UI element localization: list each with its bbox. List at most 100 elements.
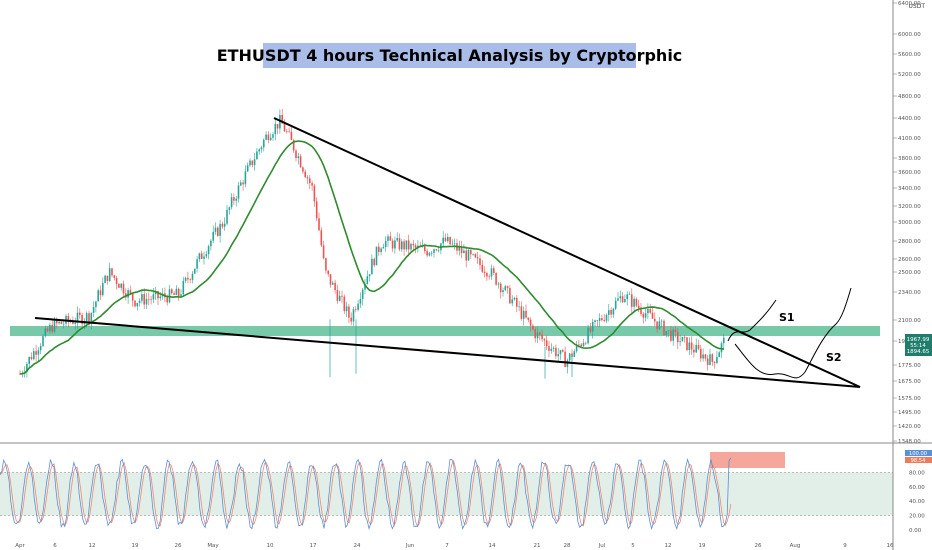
candle-body	[315, 201, 318, 219]
candle-body	[205, 254, 208, 257]
candle-body	[585, 342, 587, 344]
candle-body	[476, 257, 479, 259]
time-axis-label: Aug	[790, 543, 801, 549]
candle-body	[267, 134, 270, 141]
candle-body	[95, 301, 97, 308]
time-axis-label: 19	[132, 543, 139, 549]
candle-body	[214, 227, 217, 232]
time-axis-label: 10	[267, 543, 274, 549]
candle-body	[322, 245, 325, 259]
candle-body	[527, 317, 530, 320]
candle-body	[672, 329, 674, 341]
candle-body	[686, 337, 688, 351]
moving-average-layer	[19, 140, 724, 375]
candle-body	[150, 299, 152, 300]
candle-body	[76, 312, 79, 323]
candle-body	[720, 343, 723, 353]
candle-body	[297, 156, 300, 159]
candle-body	[325, 258, 327, 271]
candle-body	[221, 223, 224, 227]
candle-body	[37, 350, 40, 355]
candle-body	[493, 268, 495, 273]
candle-body	[265, 134, 267, 140]
candle-body	[716, 357, 718, 363]
candle-body	[157, 291, 159, 299]
title-background	[263, 43, 636, 68]
price-axis-label: 4100.00	[898, 136, 921, 142]
candle-body	[497, 283, 500, 285]
candle-body	[654, 318, 656, 322]
candle-body	[138, 300, 141, 303]
candle-body	[102, 283, 104, 296]
price-axis-label: 2800.00	[898, 239, 921, 245]
candle-body	[108, 268, 111, 281]
candle-body	[499, 283, 502, 293]
candle-body	[470, 250, 472, 255]
candle-body	[702, 354, 704, 359]
candle-body	[350, 317, 352, 322]
candle-body	[90, 312, 93, 323]
candle-body	[663, 320, 665, 336]
time-axis-label: 12	[665, 543, 672, 549]
candle-body	[81, 314, 83, 325]
candle-body	[359, 298, 362, 304]
price-axis-label: 4800.00	[898, 94, 921, 100]
candle-body	[184, 277, 187, 281]
candle-body	[286, 131, 288, 133]
candle-body	[677, 331, 679, 343]
price-axis[interactable]: 6400.00 6000.00 5600.00 5200.00 4800.00 4400.…	[893, 1, 921, 445]
candle-body	[26, 363, 28, 373]
candle-body	[306, 177, 309, 179]
candle-body	[612, 308, 615, 315]
candle-body	[141, 294, 143, 301]
candle-body	[235, 198, 237, 201]
candle-body	[405, 240, 408, 250]
candle-body	[39, 345, 42, 351]
candle-body	[711, 354, 714, 362]
candle-body	[253, 159, 256, 166]
price-tag-countdown: 55:14	[910, 343, 926, 349]
candle-body	[513, 297, 516, 300]
candle-body	[46, 328, 49, 332]
price-axis-label: 1575.00	[898, 396, 921, 402]
candle-body	[85, 313, 88, 321]
candle-body	[272, 134, 274, 138]
candle-body	[269, 137, 272, 141]
time-axis[interactable]: Apr 6 12 19 26 May 10 17 24 Jun 7 14 21 28 Jul 5 12 19 26 A…	[15, 543, 894, 549]
price-axis-label: 2340.00	[898, 290, 921, 296]
candle-body	[210, 240, 212, 247]
oscillator-tag-k-value: 100.00	[909, 451, 927, 457]
candle-body	[336, 290, 339, 301]
time-axis-label: Jun	[405, 543, 415, 549]
candle-body	[435, 249, 438, 251]
candle-body	[341, 295, 343, 297]
time-axis-label: 19	[699, 543, 706, 549]
candle-body	[403, 241, 405, 250]
candle-body	[509, 287, 511, 304]
candle-body	[683, 336, 686, 338]
candle-body	[596, 320, 599, 321]
price-axis-label: 5200.00	[898, 72, 921, 78]
candle-body	[60, 321, 63, 324]
candle-body	[562, 350, 564, 352]
candle-body	[690, 342, 693, 350]
candle-body	[591, 321, 594, 332]
candle-body	[644, 313, 647, 318]
candle-body	[295, 150, 297, 159]
candle-body	[670, 330, 672, 341]
candle-body	[72, 321, 74, 324]
candle-body	[534, 329, 536, 339]
candle-body	[504, 286, 507, 291]
candle-body	[373, 258, 375, 266]
candle-body	[688, 342, 691, 351]
time-axis-label: 17	[310, 543, 317, 549]
candle-body	[53, 320, 56, 332]
candle-body	[313, 185, 316, 202]
candle-body	[495, 272, 497, 285]
oscillator-axis-label: 80.00	[909, 470, 925, 476]
price-axis-label: 3000.00	[898, 220, 921, 226]
candle-body	[624, 299, 626, 303]
candle-body	[343, 296, 346, 312]
